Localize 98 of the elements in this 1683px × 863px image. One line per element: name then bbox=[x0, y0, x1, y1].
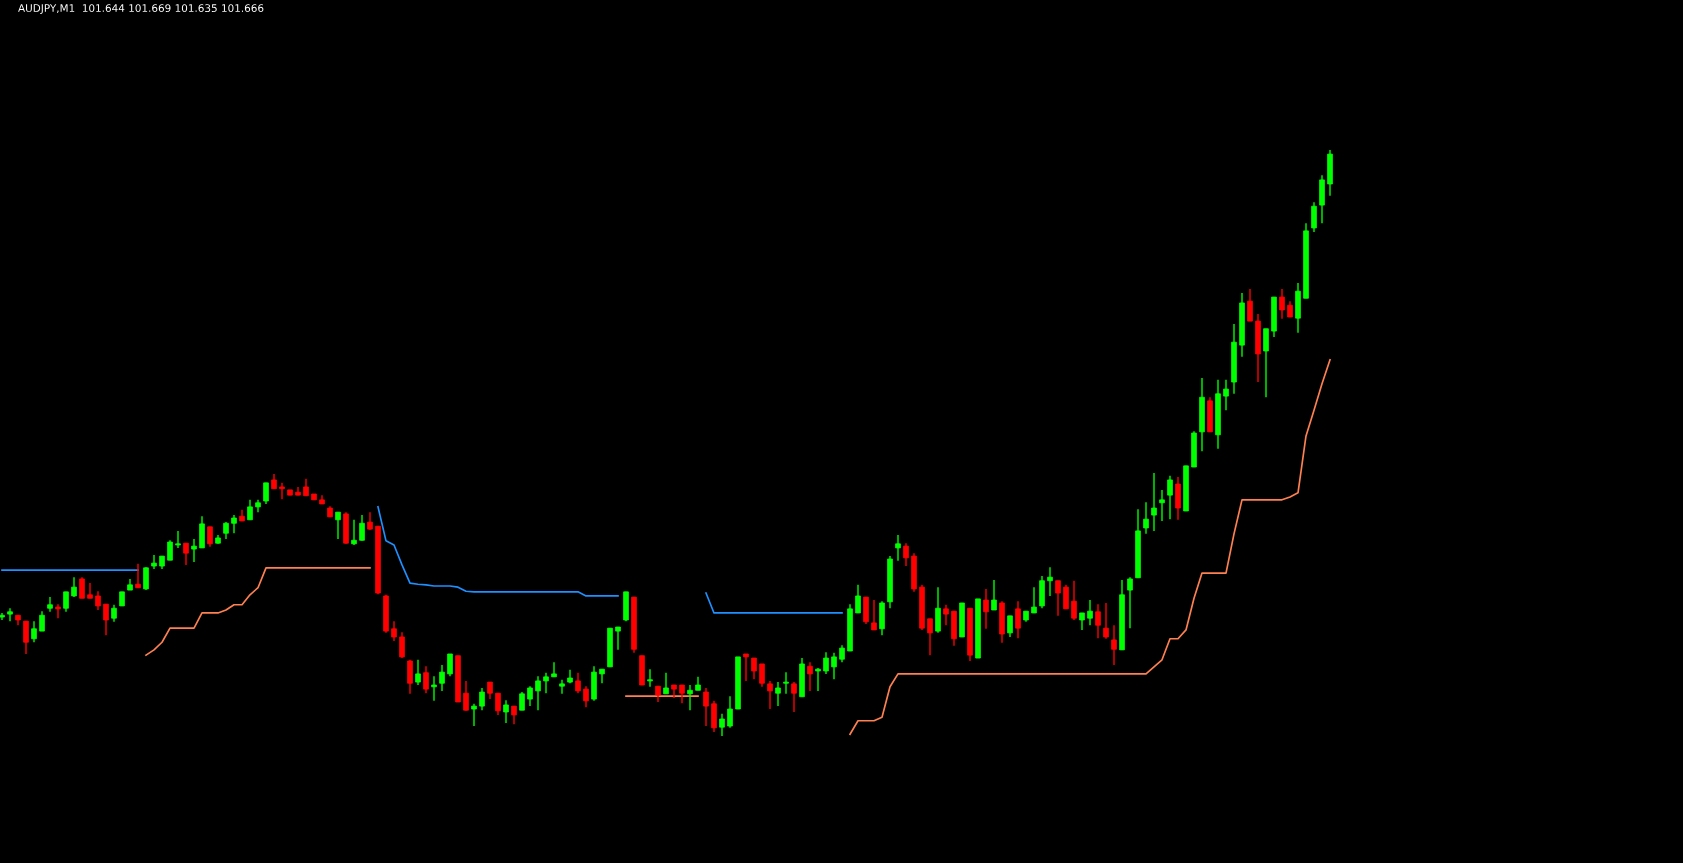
candlestick bbox=[391, 620, 397, 642]
candlestick bbox=[1167, 475, 1173, 520]
candlestick bbox=[1007, 615, 1013, 638]
candlestick bbox=[463, 680, 469, 712]
candlestick bbox=[1047, 566, 1053, 597]
candlestick bbox=[663, 672, 669, 695]
candlestick bbox=[103, 603, 109, 636]
candlestick bbox=[23, 620, 29, 655]
candlestick bbox=[63, 591, 69, 613]
candlestick bbox=[47, 596, 53, 613]
candlestick bbox=[1095, 603, 1101, 639]
candlestick bbox=[39, 610, 45, 632]
candlestick bbox=[775, 681, 781, 707]
candlestick bbox=[7, 607, 13, 622]
candlestick bbox=[1143, 501, 1149, 535]
candlestick bbox=[95, 590, 101, 611]
candlestick bbox=[1151, 472, 1157, 532]
candlestick bbox=[895, 534, 901, 562]
candlestick bbox=[1263, 328, 1269, 398]
candlestick bbox=[415, 659, 421, 686]
candlestick bbox=[783, 671, 789, 695]
candlestick bbox=[495, 692, 501, 716]
candlestick bbox=[279, 482, 285, 500]
candlestick bbox=[1127, 576, 1133, 629]
candlestick bbox=[295, 486, 301, 496]
candlestick bbox=[1311, 201, 1317, 233]
candlestick bbox=[751, 657, 757, 680]
candlestick bbox=[551, 661, 557, 678]
candlestick bbox=[191, 538, 197, 563]
candlestick bbox=[831, 652, 837, 680]
candlestick bbox=[559, 679, 565, 695]
candlestick bbox=[351, 519, 357, 546]
candlestick bbox=[759, 663, 765, 688]
candlestick bbox=[871, 599, 877, 631]
candlestick bbox=[983, 588, 989, 630]
candlestick bbox=[583, 685, 589, 708]
candlestick bbox=[535, 675, 541, 711]
candlestick bbox=[791, 681, 797, 713]
candlestick bbox=[87, 582, 93, 599]
candlestick bbox=[767, 680, 773, 710]
candlestick bbox=[1015, 600, 1021, 639]
candlestick bbox=[399, 631, 405, 659]
candlestick bbox=[247, 499, 253, 521]
candlestick bbox=[855, 584, 861, 614]
candlestick bbox=[1055, 580, 1061, 617]
candlestick bbox=[1031, 586, 1037, 614]
candlestick bbox=[815, 667, 821, 692]
candlestick bbox=[359, 514, 365, 542]
candlestick bbox=[175, 530, 181, 549]
candlestick bbox=[447, 653, 453, 677]
candlestick bbox=[263, 482, 269, 505]
candlestick bbox=[479, 687, 485, 711]
candlestick bbox=[615, 626, 621, 651]
candlestick bbox=[727, 695, 733, 729]
candlestick bbox=[335, 511, 341, 540]
candlestick bbox=[1223, 379, 1229, 411]
candlestick bbox=[231, 514, 237, 534]
candlestick bbox=[687, 684, 693, 711]
candlestick bbox=[703, 687, 709, 727]
candlestick bbox=[519, 691, 525, 711]
candlestick bbox=[31, 620, 37, 643]
candlestick bbox=[807, 661, 813, 692]
candlestick bbox=[135, 563, 141, 589]
candlestick bbox=[903, 542, 909, 567]
chart-title: AUDJPY,M1 101.644 101.669 101.635 101.666 bbox=[18, 4, 264, 14]
candlestick bbox=[823, 651, 829, 675]
candlestick bbox=[575, 672, 581, 694]
candlestick bbox=[1087, 599, 1093, 626]
candlestick bbox=[543, 672, 549, 694]
candlestick bbox=[527, 685, 533, 707]
candlestick bbox=[407, 659, 413, 695]
candlestick bbox=[1103, 602, 1109, 640]
candlestick bbox=[935, 586, 941, 634]
candlestick bbox=[151, 554, 157, 570]
candlestick bbox=[167, 539, 173, 561]
candlestick bbox=[647, 668, 653, 688]
candlestick bbox=[743, 653, 749, 682]
candlestick bbox=[207, 526, 213, 548]
candlestick bbox=[503, 699, 509, 724]
candlestick bbox=[1279, 288, 1285, 320]
candlestick bbox=[679, 684, 685, 704]
candlestick bbox=[1071, 580, 1077, 621]
candlestick bbox=[1247, 288, 1253, 322]
candlestick bbox=[1111, 624, 1117, 666]
candlestick bbox=[471, 703, 477, 727]
candlestick bbox=[55, 603, 61, 619]
candlestick bbox=[1063, 584, 1069, 610]
candlestick bbox=[439, 664, 445, 692]
candlestick bbox=[431, 675, 437, 702]
candlestick bbox=[79, 576, 85, 599]
candlestick bbox=[183, 542, 189, 566]
candlestick bbox=[943, 604, 949, 626]
candlestick bbox=[927, 618, 933, 656]
candlestick bbox=[511, 705, 517, 725]
candlestick bbox=[1159, 489, 1165, 522]
candlestick bbox=[423, 665, 429, 694]
candlestick bbox=[719, 713, 725, 737]
candlestick bbox=[991, 579, 997, 611]
